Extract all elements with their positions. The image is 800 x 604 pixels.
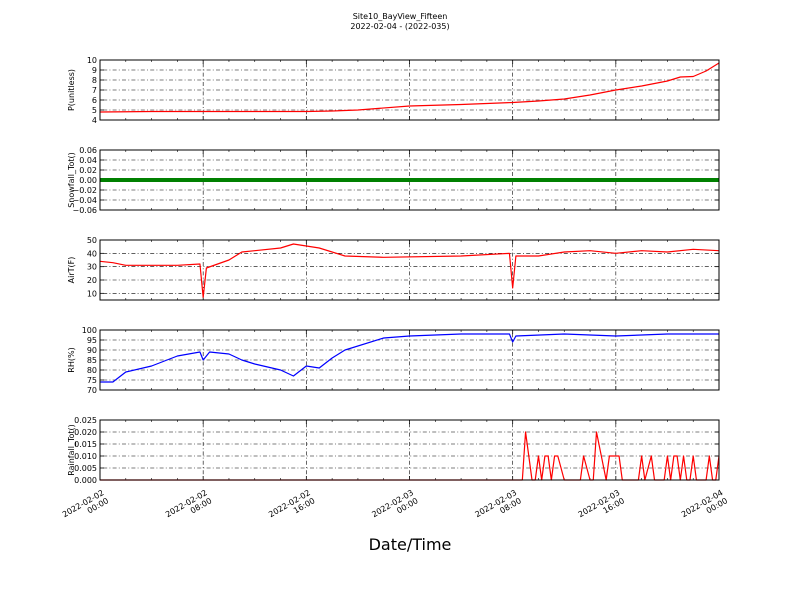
x-tick-label: 2022-02-0400:00 bbox=[680, 488, 729, 527]
y-tick-label: 95 bbox=[87, 336, 97, 345]
x-tick-label: 2022-02-0208:00 bbox=[164, 488, 213, 527]
y-tick-label: 0.000 bbox=[74, 476, 97, 485]
x-tick-label: 2022-02-0216:00 bbox=[267, 488, 316, 527]
y-tick-label: 80 bbox=[87, 366, 97, 375]
y-tick-label: 0.005 bbox=[74, 464, 97, 473]
y-tick-label: 0.00 bbox=[79, 176, 97, 185]
y-tick-label: 0.020 bbox=[74, 428, 97, 437]
y-tick-label: 0.015 bbox=[74, 440, 97, 449]
series-line bbox=[99, 243, 720, 298]
y-tick-label: −0.04 bbox=[72, 196, 97, 205]
y-tick-label: 90 bbox=[87, 346, 97, 355]
y-tick-label: 70 bbox=[87, 386, 97, 395]
panel-2: −0.06−0.04−0.020.000.020.040.06Snowfall_… bbox=[67, 146, 720, 215]
y-tick-label: 40 bbox=[87, 249, 97, 258]
y-tick-label: 0.010 bbox=[74, 452, 97, 461]
panel-3: 10 20 30 40 50 AirT(F) bbox=[67, 236, 720, 301]
chart-subtitle: 2022-02-04 - (2022-035) bbox=[350, 22, 449, 31]
y-tick-label: 75 bbox=[87, 376, 97, 385]
y-tick-label: 0.025 bbox=[74, 416, 97, 425]
y-axis-label: RH(%) bbox=[67, 347, 76, 372]
y-tick-label: 100 bbox=[82, 326, 97, 335]
chart-title: Site10_BayView_Fifteen bbox=[353, 12, 448, 21]
y-tick-label: 6 bbox=[92, 96, 97, 105]
panel-5: 0.000 0.005 0.010 0.015 0.020 0.025Rainfall_T… bbox=[67, 416, 720, 485]
y-tick-label: 10 bbox=[87, 289, 97, 298]
y-tick-label: 50 bbox=[87, 236, 97, 245]
y-axis-label: Rainfall_Tot() bbox=[67, 424, 76, 476]
x-tick-label: 2022-02-0200:00 bbox=[61, 488, 110, 527]
series-line bbox=[100, 333, 719, 383]
y-tick-label: 9 bbox=[92, 66, 97, 75]
x-axis-label: Date/Time bbox=[369, 535, 452, 554]
x-tick-label: 2022-02-0308:00 bbox=[473, 488, 522, 527]
x-tick-label: 2022-02-0316:00 bbox=[577, 488, 626, 527]
y-axis-label: P(unitless) bbox=[67, 69, 76, 111]
y-axis-label: Snowfall_Tot() bbox=[67, 152, 76, 208]
y-tick-label: −0.02 bbox=[72, 186, 97, 195]
y-tick-label: 0.02 bbox=[79, 166, 97, 175]
y-tick-label: −0.06 bbox=[72, 206, 97, 215]
y-tick-label: 4 bbox=[92, 116, 97, 125]
y-tick-label: 30 bbox=[87, 263, 97, 272]
y-tick-label: 5 bbox=[92, 106, 97, 115]
chart-panels: 45678910P(unitless)−0.06−0.04−0.020.000.… bbox=[61, 56, 729, 527]
plot-frame bbox=[99, 239, 720, 301]
series-line bbox=[99, 62, 720, 113]
plot-frame bbox=[99, 329, 720, 391]
y-tick-label: 0.04 bbox=[79, 156, 97, 165]
x-tick-label: 2022-02-0300:00 bbox=[370, 488, 419, 527]
y-tick-label: 8 bbox=[92, 76, 97, 85]
plot-frame bbox=[99, 419, 720, 481]
plot-frame bbox=[99, 59, 720, 121]
plot-frame bbox=[99, 149, 720, 211]
y-axis-label: AirT(F) bbox=[67, 257, 76, 284]
series-line bbox=[100, 431, 720, 481]
y-tick-label: 10 bbox=[87, 56, 97, 65]
y-tick-label: 20 bbox=[87, 276, 97, 285]
y-tick-label: 85 bbox=[87, 356, 97, 365]
y-tick-label: 0.06 bbox=[79, 146, 97, 155]
y-tick-label: 7 bbox=[92, 86, 97, 95]
